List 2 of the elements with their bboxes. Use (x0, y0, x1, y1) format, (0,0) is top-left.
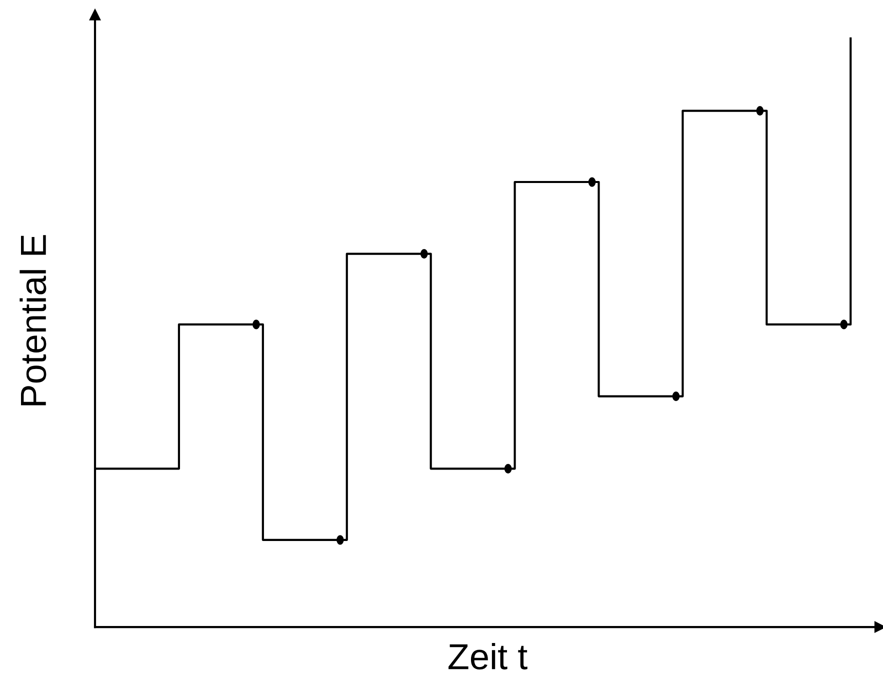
y-axis-title: Potential E (20, 235, 46, 406)
x-axis-title: Zeit t (448, 642, 528, 670)
